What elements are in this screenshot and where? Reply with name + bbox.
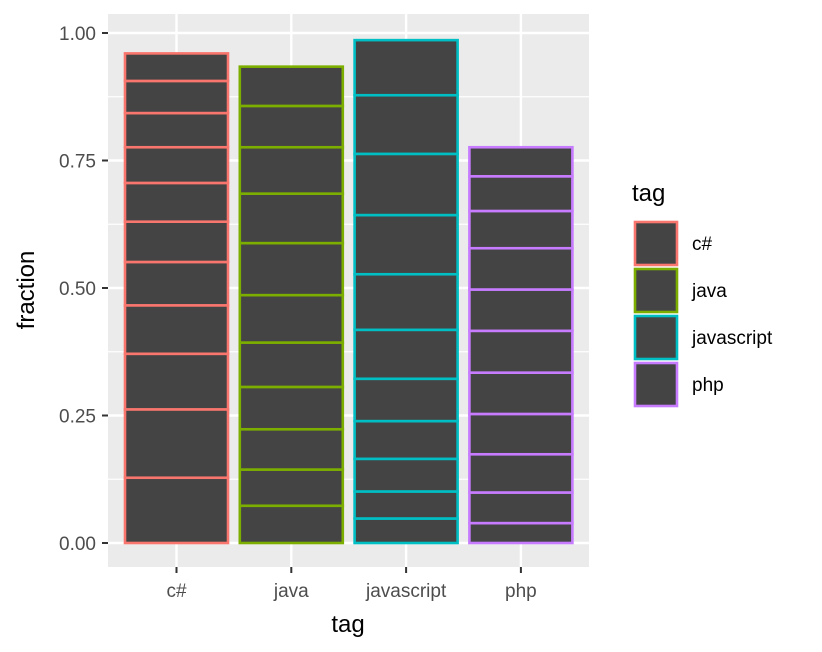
bar-segment [238, 65, 345, 108]
bar-segment [123, 52, 230, 83]
bar-segment [238, 504, 345, 545]
bar-segment [238, 293, 345, 344]
bar-segment [238, 341, 345, 389]
legend-label: c# [692, 234, 713, 255]
y-axis-title: fraction [13, 251, 40, 330]
bar-segment [123, 260, 230, 307]
y-tick-label: 0.50 [59, 279, 96, 300]
y-tick-label: 0.75 [59, 152, 96, 173]
bar-segment [353, 490, 459, 520]
bar-segment [353, 457, 459, 493]
bar-segment [353, 419, 459, 461]
bar-segment [353, 272, 459, 332]
legend-label: php [692, 375, 724, 396]
bar-segment [468, 209, 574, 250]
x-tick-label: javascript [365, 581, 447, 602]
bar-segment [468, 288, 574, 333]
y-tick-label: 0.25 [59, 407, 96, 428]
bar-segment [123, 145, 230, 185]
y-axis: 0.00 0.25 0.50 0.75 1.00 [59, 24, 108, 555]
y-tick-label: 0.00 [59, 534, 96, 555]
bar-segment [238, 104, 345, 149]
bar-segment [468, 521, 574, 545]
bar-segment [468, 452, 574, 494]
legend-key [633, 267, 679, 314]
bar-segment [353, 213, 459, 276]
bar-segment [353, 38, 459, 97]
bar-segment [123, 304, 230, 356]
bar-segment [123, 79, 230, 115]
legend-key [633, 314, 679, 361]
bar-segment [123, 352, 230, 411]
bar-segment [123, 111, 230, 149]
bars [123, 38, 574, 545]
legend-label: java [691, 281, 727, 302]
bar-segment [353, 517, 459, 545]
bar-segment [468, 145, 574, 178]
legend-key [633, 361, 679, 408]
x-tick-label: c# [166, 581, 187, 602]
bar-segment [468, 329, 574, 374]
bar-segment [468, 412, 574, 456]
x-axis: c# java javascript php [166, 567, 537, 602]
x-axis-title: tag [331, 611, 364, 638]
bar-segment [123, 220, 230, 264]
legend-title: tag [632, 180, 665, 207]
x-tick-label: java [273, 581, 309, 602]
legend: tag c# java javascript php [632, 180, 773, 408]
bar-segment [353, 377, 459, 423]
bar-segment [123, 476, 230, 545]
bar-segment [468, 246, 574, 291]
bar-segment [353, 93, 459, 156]
bar-segment [123, 408, 230, 480]
bar-segment [238, 427, 345, 471]
legend-label: javascript [691, 328, 773, 349]
bar-segment [353, 328, 459, 381]
bar-segment [468, 491, 574, 525]
bar-segment [123, 181, 230, 224]
legend-key [633, 220, 679, 267]
bar-segment [468, 175, 574, 213]
bar-segment [238, 192, 345, 245]
bar-segment [353, 152, 459, 217]
bar-segment [238, 145, 345, 195]
bar-segment [238, 241, 345, 297]
y-tick-label: 1.00 [59, 24, 96, 45]
x-tick-label: php [505, 581, 537, 602]
bar-segment [238, 468, 345, 508]
bar-segment [468, 371, 574, 416]
bar-segment [238, 385, 345, 431]
